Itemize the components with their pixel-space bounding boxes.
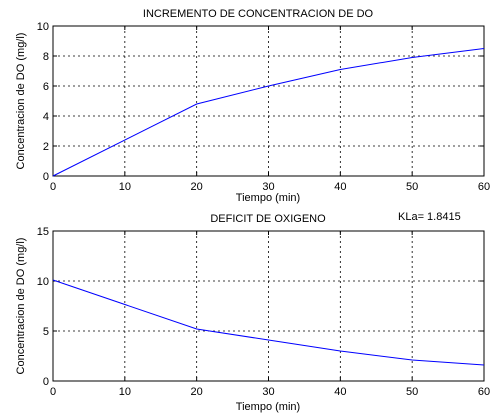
x-tick-label: 40 [334, 181, 346, 193]
y-tick-label: 10 [37, 276, 49, 288]
x-axis-label: Tiempo (min) [236, 401, 300, 413]
x-tick-label: 50 [406, 181, 418, 193]
y-tick-label: 10 [37, 21, 49, 33]
x-tick-label: 20 [191, 386, 203, 398]
x-tick-label: 50 [406, 386, 418, 398]
y-tick-label: 15 [37, 226, 49, 238]
x-tick-label: 60 [478, 386, 490, 398]
y-axis-label: Concentracion de DO (mg/l) [15, 33, 27, 170]
y-axis-label: Concentracion de DO (mg/l) [15, 238, 27, 375]
x-tick-label: 30 [262, 181, 274, 193]
y-tick-label: 0 [43, 171, 49, 183]
y-tick-label: 8 [43, 51, 49, 63]
y-tick-label: 6 [43, 81, 49, 93]
x-tick-label: 30 [262, 386, 274, 398]
y-tick-label: 2 [43, 141, 49, 153]
x-tick-label: 0 [50, 386, 56, 398]
kla-annotation: KLa= 1.8415 [398, 211, 461, 223]
x-tick-label: 20 [191, 181, 203, 193]
x-axis-label: Tiempo (min) [236, 192, 300, 204]
series-line [52, 48, 485, 177]
x-tick-label: 40 [334, 386, 346, 398]
x-tick-label: 0 [50, 181, 56, 193]
chart-concentration-increase: 0 10 20 30 40 50 60 0 2 4 6 8 10 INCREMENTO DE CONCE… [15, 8, 490, 204]
x-tick-label: 10 [119, 181, 131, 193]
chart-title: DEFICIT DE OXIGENO [210, 213, 326, 225]
chart-oxygen-deficit: 0 10 20 30 40 50 60 0 5 10 15 DEFICIT DE OXIGENO K… [15, 211, 490, 413]
series-line [52, 279, 485, 366]
y-tick-label: 0 [43, 376, 49, 388]
y-tick-label: 5 [43, 326, 49, 338]
x-tick-label: 10 [119, 386, 131, 398]
chart-title: INCREMENTO DE CONCENTRACION DE DO [143, 8, 374, 20]
x-tick-label: 60 [478, 181, 490, 193]
y-tick-label: 4 [43, 111, 49, 123]
